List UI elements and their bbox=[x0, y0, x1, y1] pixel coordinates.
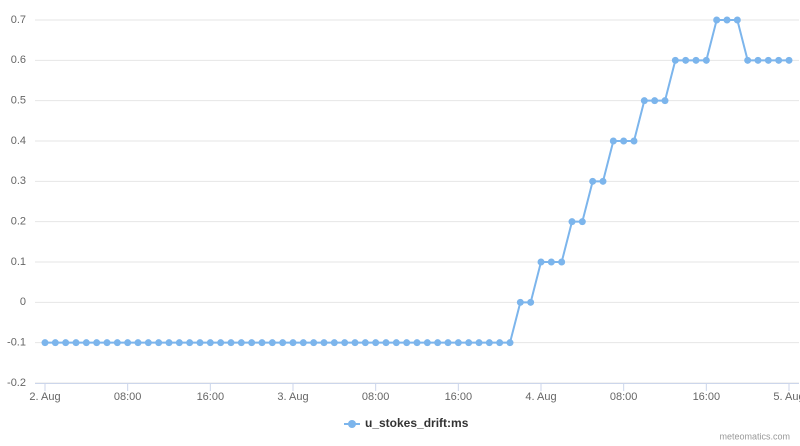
data-point[interactable] bbox=[93, 339, 101, 347]
data-point[interactable] bbox=[330, 339, 338, 347]
data-point[interactable] bbox=[258, 339, 266, 347]
data-point[interactable] bbox=[165, 339, 173, 347]
data-point[interactable] bbox=[444, 339, 452, 347]
x-tick-label: 08:00 bbox=[610, 391, 638, 403]
y-tick-label: 0.1 bbox=[11, 256, 26, 268]
data-point[interactable] bbox=[217, 339, 225, 347]
data-point[interactable] bbox=[682, 56, 690, 64]
data-point[interactable] bbox=[454, 339, 462, 347]
x-tick-label: 2. Aug bbox=[29, 391, 60, 403]
data-point[interactable] bbox=[527, 298, 535, 306]
y-tick-label: 0.6 bbox=[11, 54, 26, 66]
data-point[interactable] bbox=[227, 339, 235, 347]
x-tick-label: 08:00 bbox=[114, 391, 142, 403]
data-point[interactable] bbox=[320, 339, 328, 347]
data-point[interactable] bbox=[599, 177, 607, 185]
data-point[interactable] bbox=[206, 339, 214, 347]
data-point[interactable] bbox=[279, 339, 287, 347]
data-point[interactable] bbox=[754, 56, 762, 64]
data-point[interactable] bbox=[465, 339, 473, 347]
data-point[interactable] bbox=[702, 56, 710, 64]
data-point[interactable] bbox=[578, 218, 586, 226]
y-tick-label: -0.1 bbox=[7, 337, 26, 349]
data-point[interactable] bbox=[310, 339, 318, 347]
data-point[interactable] bbox=[671, 56, 679, 64]
data-point[interactable] bbox=[547, 258, 555, 266]
data-point[interactable] bbox=[609, 137, 617, 145]
data-point[interactable] bbox=[361, 339, 369, 347]
data-point[interactable] bbox=[558, 258, 566, 266]
y-tick-label: 0 bbox=[20, 296, 26, 308]
data-point[interactable] bbox=[299, 339, 307, 347]
data-point[interactable] bbox=[144, 339, 152, 347]
y-tick-label: 0.5 bbox=[11, 95, 26, 107]
data-point[interactable] bbox=[196, 339, 204, 347]
data-point[interactable] bbox=[372, 339, 380, 347]
x-tick-label: 3. Aug bbox=[277, 391, 308, 403]
y-tick-label: 0.3 bbox=[11, 175, 26, 187]
data-point[interactable] bbox=[413, 339, 421, 347]
data-point[interactable] bbox=[268, 339, 276, 347]
data-point[interactable] bbox=[775, 56, 783, 64]
data-point[interactable] bbox=[568, 218, 576, 226]
data-point[interactable] bbox=[764, 56, 772, 64]
data-point[interactable] bbox=[744, 56, 752, 64]
y-tick-label: 0.4 bbox=[11, 135, 26, 147]
data-point[interactable] bbox=[713, 16, 721, 24]
data-point[interactable] bbox=[485, 339, 493, 347]
data-point[interactable] bbox=[248, 339, 256, 347]
data-point[interactable] bbox=[103, 339, 111, 347]
x-tick-label: 16:00 bbox=[197, 391, 225, 403]
data-point[interactable] bbox=[640, 97, 648, 105]
data-point[interactable] bbox=[506, 339, 514, 347]
data-point[interactable] bbox=[403, 339, 411, 347]
data-point[interactable] bbox=[651, 97, 659, 105]
y-tick-label: -0.2 bbox=[7, 377, 26, 389]
x-tick-label: 08:00 bbox=[362, 391, 390, 403]
data-point[interactable] bbox=[41, 339, 49, 347]
data-point[interactable] bbox=[82, 339, 90, 347]
data-point[interactable] bbox=[661, 97, 669, 105]
data-point[interactable] bbox=[351, 339, 359, 347]
data-point[interactable] bbox=[382, 339, 390, 347]
data-point[interactable] bbox=[175, 339, 183, 347]
x-tick-label: 5. Aug bbox=[773, 391, 800, 403]
data-point[interactable] bbox=[124, 339, 132, 347]
data-point[interactable] bbox=[475, 339, 483, 347]
data-point[interactable] bbox=[516, 298, 524, 306]
data-point[interactable] bbox=[341, 339, 349, 347]
data-point[interactable] bbox=[537, 258, 545, 266]
x-tick-label: 16:00 bbox=[693, 391, 721, 403]
data-point[interactable] bbox=[155, 339, 163, 347]
data-point[interactable] bbox=[423, 339, 431, 347]
data-point[interactable] bbox=[630, 137, 638, 145]
data-point[interactable] bbox=[289, 339, 297, 347]
data-point[interactable] bbox=[620, 137, 628, 145]
data-point[interactable] bbox=[186, 339, 194, 347]
legend-symbol bbox=[348, 420, 356, 428]
data-point[interactable] bbox=[113, 339, 121, 347]
x-tick-label: 4. Aug bbox=[525, 391, 556, 403]
data-point[interactable] bbox=[723, 16, 731, 24]
data-point[interactable] bbox=[434, 339, 442, 347]
data-point[interactable] bbox=[589, 177, 597, 185]
data-point[interactable] bbox=[733, 16, 741, 24]
data-point[interactable] bbox=[496, 339, 504, 347]
data-point[interactable] bbox=[62, 339, 70, 347]
y-tick-label: 0.7 bbox=[11, 14, 26, 26]
y-tick-label: 0.2 bbox=[11, 216, 26, 228]
x-tick-label: 16:00 bbox=[445, 391, 473, 403]
data-point[interactable] bbox=[785, 56, 793, 64]
data-point[interactable] bbox=[134, 339, 142, 347]
data-point[interactable] bbox=[237, 339, 245, 347]
legend-label[interactable]: u_stokes_drift:ms bbox=[365, 416, 469, 430]
credits[interactable]: meteomatics.com bbox=[719, 431, 790, 441]
data-point[interactable] bbox=[72, 339, 80, 347]
data-point[interactable] bbox=[392, 339, 400, 347]
data-point[interactable] bbox=[51, 339, 59, 347]
data-point[interactable] bbox=[692, 56, 700, 64]
